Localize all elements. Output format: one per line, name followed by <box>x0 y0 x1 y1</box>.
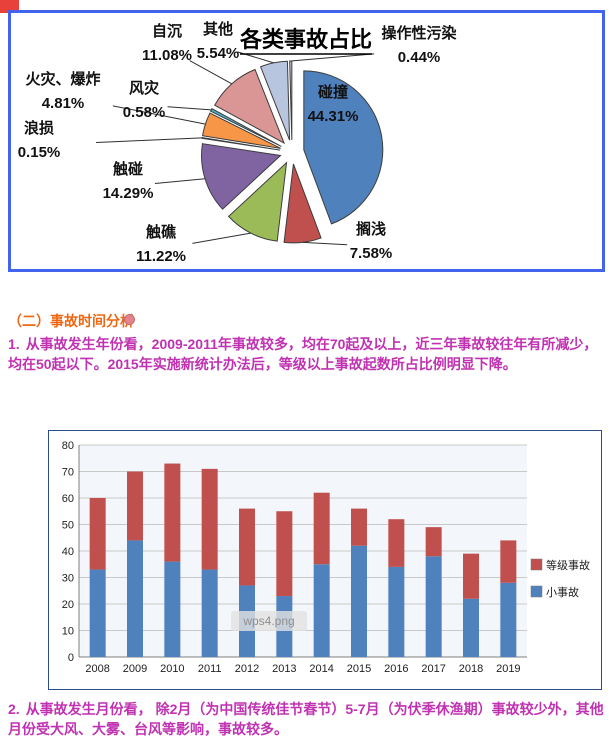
chart-text: 80 <box>62 440 74 452</box>
chart-text: 小事故 <box>546 585 579 599</box>
pink-dot-decoration <box>124 314 135 325</box>
chart-text: 2008 <box>85 663 109 675</box>
chart-text: 2014 <box>309 663 333 675</box>
chart-text: 触碰 <box>113 160 143 178</box>
paragraph-year-analysis: 1. 从事故发生年份看，2009-2011年事故较多，均在70起及以上，近三年事故… <box>8 334 608 374</box>
bar-segment <box>201 468 218 570</box>
pie-leader-line <box>192 232 251 244</box>
bar-segment <box>164 463 181 562</box>
pie-leader-line <box>96 137 203 144</box>
pie-leader-line <box>154 178 206 184</box>
chart-text: 2013 <box>272 663 296 675</box>
pie-leader-line <box>290 53 375 62</box>
chart-text: 44.31% <box>308 108 359 125</box>
bar-segment <box>351 545 367 657</box>
pie-slice <box>202 112 281 149</box>
chart-text: 风灾 <box>129 79 160 97</box>
bar-segment <box>127 471 143 541</box>
bar-segment <box>164 561 181 657</box>
chart-text: 2015 <box>347 663 371 675</box>
bar-segment <box>313 492 330 565</box>
legend-swatch <box>530 585 543 598</box>
bar-segment <box>89 569 106 657</box>
bar-segment <box>463 598 479 657</box>
bar-segment <box>500 540 517 583</box>
chart-text: 11.08% <box>142 47 192 64</box>
pie-slice <box>289 60 293 141</box>
chart-text: 各类事故占比 <box>239 27 372 52</box>
corner-decoration <box>0 0 19 13</box>
chart-text: 0 <box>68 652 74 664</box>
chart-text: 2011 <box>198 663 222 675</box>
pie-leader-line <box>189 60 232 85</box>
section-heading: （二）事故时间分析 <box>8 311 134 331</box>
pie-slice <box>259 60 291 141</box>
pie-chart-panel: 碰撞 44.31% 搁浅 7.58% 触礁 11.22% 触碰 14.29% 浪损 0.15% 火灾… <box>8 10 605 272</box>
chart-text: 2017 <box>421 663 445 675</box>
bar-segment <box>127 540 143 657</box>
bar-segment <box>500 582 517 657</box>
bar-segment <box>388 566 405 657</box>
chart-text: 2012 <box>235 663 259 675</box>
chart-text: 触礁 <box>146 223 176 241</box>
chart-text: wps4.png <box>242 614 294 628</box>
bar-segment <box>239 508 255 586</box>
chart-text: 等级事故 <box>546 558 590 572</box>
chart-text: 火灾、爆炸 <box>25 70 100 88</box>
bar-segment <box>388 519 405 567</box>
chart-text: 2010 <box>160 663 184 675</box>
chart-text: 其他 <box>203 20 233 38</box>
section-heading-text: （二）事故时间分析 <box>8 313 134 329</box>
paragraph-month-analysis: 2. 从事故发生月份看， 除2月（为中国传统佳节春节）5-7月（为伏季休渔期）事故… <box>8 699 608 739</box>
paragraph-2-text: 从事故发生月份看， 除2月（为中国传统佳节春节）5-7月（为伏季休渔期）事故较少… <box>8 701 604 737</box>
pie-leader-line <box>112 105 206 125</box>
pie-slice <box>303 70 384 225</box>
bar-segment <box>463 553 479 599</box>
chart-text: 7.58% <box>350 245 393 262</box>
bar-segment <box>201 569 218 657</box>
list-number-1: 1. <box>8 336 20 352</box>
bar-segment <box>89 498 106 570</box>
chart-text: 10 <box>62 626 74 638</box>
chart-text: 2018 <box>459 663 483 675</box>
bar-segment <box>313 564 330 657</box>
chart-text: 70 <box>62 467 74 479</box>
chart-text: 50 <box>62 520 74 532</box>
bar-segment <box>425 556 442 657</box>
chart-text: 浪损 <box>24 119 54 137</box>
paragraph-1-text: 从事故发生年份看，2009-2011年事故较多，均在70起及以上，近三年事故较往… <box>8 336 598 372</box>
bar-chart-panel: 0 10 20 30 40 50 60 70 80 2008 2009 2010 2011 2012 201… <box>48 430 602 690</box>
chart-text: 14.29% <box>103 185 154 202</box>
chart-text: 0.58% <box>123 104 166 121</box>
chart-text: 11.22% <box>136 248 186 265</box>
chart-text: 操作性污染 <box>381 24 457 42</box>
chart-text: 4.81% <box>42 95 85 112</box>
chart-text: 2019 <box>496 663 520 675</box>
chart-text: 0.44% <box>398 49 441 66</box>
bar-chart-svg: 0 10 20 30 40 50 60 70 80 2008 2009 2010 2011 2012 201… <box>62 440 590 675</box>
pie-leader-line <box>167 106 212 111</box>
chart-text: 5.54% <box>197 45 240 62</box>
pie-chart-svg: 碰撞 44.31% 搁浅 7.58% 触礁 11.22% 触碰 14.29% 浪损 0.15% 火灾… <box>18 20 458 265</box>
bar-segment <box>351 508 367 546</box>
chart-text: 60 <box>62 493 74 505</box>
chart-text: 自沉 <box>152 22 182 40</box>
legend-swatch <box>530 558 543 571</box>
watermark-box <box>231 611 307 631</box>
list-number-2: 2. <box>8 701 20 717</box>
chart-text: 0.15% <box>18 144 61 161</box>
pie-leader-line <box>302 241 348 246</box>
chart-text: 搁浅 <box>356 220 386 238</box>
bar-segment <box>425 527 442 557</box>
chart-text: 20 <box>62 599 74 611</box>
chart-text: 2016 <box>384 663 408 675</box>
bar-segment <box>276 511 293 597</box>
chart-text: 碰撞 <box>318 83 348 101</box>
chart-text: 30 <box>62 573 74 585</box>
chart-text: 40 <box>62 546 74 558</box>
chart-text: 2009 <box>123 663 147 675</box>
